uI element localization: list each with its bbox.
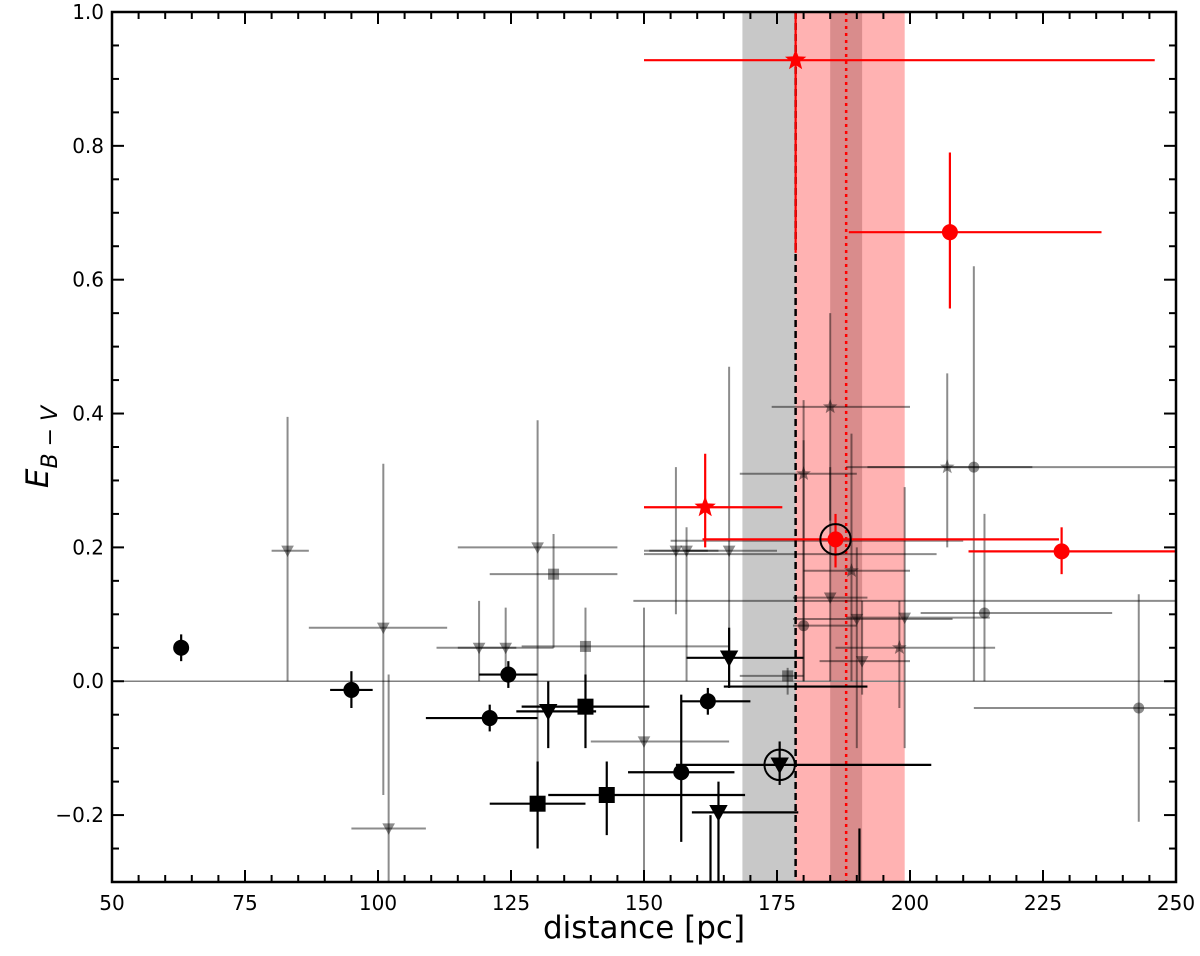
gray-point-4-triangle-marker	[472, 642, 486, 655]
x-tick-label: 125	[492, 891, 530, 915]
y-tick-label: 0.4	[72, 402, 104, 426]
red-point-2-circle-marker	[941, 224, 958, 241]
black-point-13-highlight-ring	[763, 748, 796, 782]
gray-point-24-circle-marker	[968, 461, 980, 473]
black-point-2-circle-marker	[343, 681, 360, 698]
red-point-4-highlight-ring	[819, 523, 852, 556]
gray-point-9-triangle-marker	[637, 736, 651, 748]
gray-point-15-circle-marker	[798, 620, 810, 632]
red-point-3-star-marker	[694, 496, 716, 517]
black-point-4-circle-marker	[500, 666, 517, 683]
black-point-9-circle-marker	[673, 764, 690, 781]
gray-point-18-star-marker	[844, 563, 859, 577]
black-point-5-triangle-marker	[539, 703, 558, 721]
black-point-3-circle-marker	[481, 710, 498, 727]
gray-point-16-star-marker	[822, 399, 838, 414]
gray-point-23-star-marker	[939, 459, 955, 474]
black-point-1-circle-marker	[173, 639, 190, 656]
gray-point-1-triangle-marker	[281, 545, 294, 558]
black-point-8-square-marker	[598, 787, 615, 803]
y-tick-label: −0.2	[55, 803, 104, 827]
black-point-6-square-marker	[577, 698, 594, 715]
gray-point-26-circle-marker	[1133, 702, 1145, 714]
gray-point-8-square-marker	[579, 640, 591, 652]
x-tick-label: 150	[625, 891, 663, 915]
plot-frame	[110, 10, 1178, 884]
x-axis-label: distance [pc]	[543, 910, 745, 946]
red-point-4-circle-marker	[827, 531, 844, 548]
gray-point-6-triangle-marker	[531, 542, 544, 554]
x-tick-label: 175	[758, 891, 796, 915]
black-point-13-triangle-marker	[770, 757, 789, 775]
gray-point-3-triangle-marker	[382, 823, 395, 835]
gray-point-12-triangle-marker	[722, 545, 736, 558]
x-tick-label: 75	[232, 891, 257, 915]
y-axis-label-main: E	[20, 468, 56, 488]
gray-point-11-triangle-marker	[680, 545, 693, 558]
gray-point-17-triangle-marker	[823, 592, 837, 604]
red-points-layer	[644, 12, 1176, 575]
red-point-1-star-marker	[785, 49, 807, 70]
black-point-10-circle-marker	[699, 693, 716, 710]
gray-point-7-square-marker	[548, 568, 560, 580]
red-point-5-circle-marker	[1053, 543, 1070, 560]
gray-points-layer	[271, 266, 1176, 882]
black-point-7-square-marker	[529, 795, 546, 812]
y-tick-label: 0.8	[72, 134, 104, 158]
y-tick-label: 0.6	[72, 268, 104, 292]
black-point-12-triangle-marker	[709, 805, 728, 822]
y-tick-label: 0.2	[72, 535, 104, 559]
gray-point-13-square-marker	[782, 670, 794, 682]
black-points-layer	[173, 627, 932, 882]
gray-point-19-triangle-marker	[850, 613, 864, 626]
tick-labels-layer: 50 75 100 125 150 175 200 225 250 −0.2 0.0 0.2 0.4 0.…	[55, 0, 1195, 915]
x-tick-label: 250	[1157, 891, 1195, 915]
gray-point-21-triangle-marker	[898, 612, 912, 624]
gray-point-22-star-marker	[892, 640, 907, 654]
gray-point-5-triangle-marker	[499, 642, 513, 655]
y-tick-label: 1.0	[72, 0, 104, 24]
y-tick-label: 0.0	[72, 669, 104, 693]
gray-point-14-star-marker	[796, 466, 811, 480]
bands-layer	[742, 12, 905, 882]
y-axis-label-subscript: B − V	[38, 404, 63, 469]
y-axis-label: EB − V	[20, 404, 63, 488]
black-point-11-triangle-marker	[719, 650, 739, 668]
x-tick-label: 225	[1024, 891, 1062, 915]
gray-point-20-triangle-marker	[855, 656, 869, 668]
gray-point-10-triangle-marker	[669, 545, 683, 558]
x-tick-label: 200	[891, 891, 929, 915]
x-tick-label: 100	[359, 891, 397, 915]
gray-point-2-triangle-marker	[376, 622, 390, 635]
gray-point-25-circle-marker	[978, 607, 990, 619]
x-tick-label: 50	[99, 891, 124, 915]
